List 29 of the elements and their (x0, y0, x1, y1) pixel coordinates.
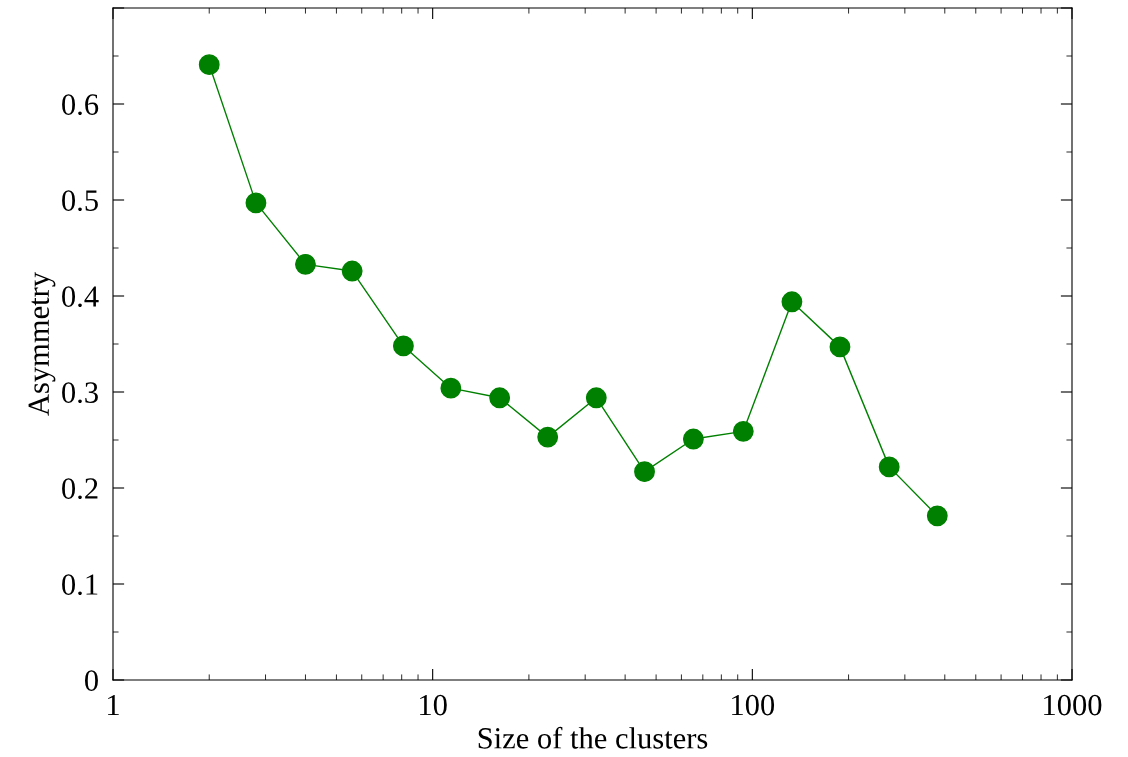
y-axis-title: Asymmetry (28, 271, 56, 416)
x-tick-label: 100 (732, 694, 775, 716)
y-tick-label: 0.3 (62, 382, 98, 404)
point (926, 505, 948, 527)
point (198, 54, 220, 76)
point (682, 428, 704, 450)
x-tick-label: 1000 (1044, 694, 1102, 716)
point (392, 335, 414, 357)
point (245, 192, 267, 214)
point (829, 336, 851, 358)
y-tick-label: 0.1 (62, 574, 98, 596)
point (585, 387, 607, 409)
point (489, 387, 511, 409)
point (878, 456, 900, 478)
x-axis-title: Size of the clusters (478, 726, 708, 749)
point (732, 420, 754, 442)
point (781, 291, 803, 313)
y-tick-label: 0 (85, 670, 98, 691)
y-tick-label: 0.5 (62, 190, 98, 212)
x-tick-label: 10 (420, 694, 447, 716)
point (634, 461, 655, 483)
y-tick-label: 0.2 (62, 478, 98, 500)
y-tick-label: 0.6 (62, 94, 99, 116)
point (537, 426, 559, 448)
point (341, 260, 363, 282)
y-tick-label: 0.4 (62, 286, 99, 308)
point (440, 377, 462, 399)
x-tick-label: 1 (108, 694, 119, 716)
point (295, 253, 316, 275)
